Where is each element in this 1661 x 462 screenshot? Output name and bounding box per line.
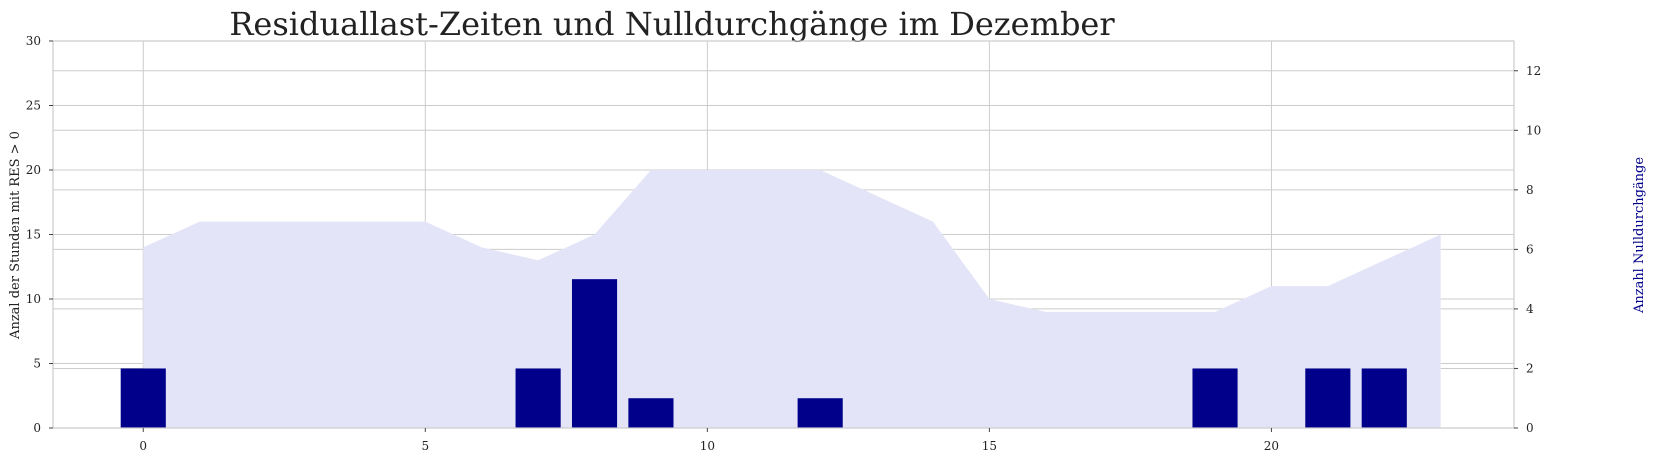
y-axis-label-right: Anzahl Nulldurchgänge — [1632, 157, 1647, 314]
bar — [515, 368, 561, 428]
y-axis-label-left: Anzal der Stunden mit RES > 0 — [8, 131, 23, 340]
y2-tick-label: 6 — [1526, 242, 1534, 256]
area-series — [143, 170, 1441, 428]
bar — [120, 368, 166, 428]
bar-series — [120, 279, 1407, 428]
x-tick-label: 20 — [1264, 439, 1279, 453]
y-tick-label: 20 — [26, 163, 41, 177]
y-tick-label: 30 — [26, 34, 41, 48]
y-tick-label: 25 — [26, 99, 41, 113]
area-fill — [143, 170, 1441, 428]
y2-tick-label: 10 — [1526, 123, 1541, 137]
x-tick-label: 0 — [139, 439, 147, 453]
bar — [1305, 368, 1351, 428]
bar — [571, 279, 618, 428]
y-tick-label: 0 — [33, 421, 41, 435]
y2-tick-label: 2 — [1526, 361, 1534, 375]
bar — [1192, 368, 1238, 428]
axes: 0 5 10 15 20 0 5 10 15 20 25 30 0 2 4 6 8 10 12 — [26, 34, 1542, 453]
y2-tick-label: 12 — [1526, 64, 1541, 78]
y2-tick-label: 8 — [1526, 183, 1534, 197]
y-tick-label: 5 — [33, 357, 41, 371]
x-tick-label: 15 — [982, 439, 997, 453]
bar — [797, 398, 843, 428]
y2-tick-label: 0 — [1526, 421, 1534, 435]
bar — [1361, 368, 1407, 428]
x-tick-label: 5 — [421, 439, 429, 453]
bar — [628, 398, 674, 428]
y-tick-label: 15 — [26, 228, 41, 242]
y2-tick-label: 4 — [1526, 302, 1534, 316]
x-tick-label: 10 — [700, 439, 715, 453]
y-tick-label: 10 — [26, 292, 41, 306]
chart-title: Residuallast-Zeiten und Nulldurchgänge i… — [229, 5, 1115, 43]
